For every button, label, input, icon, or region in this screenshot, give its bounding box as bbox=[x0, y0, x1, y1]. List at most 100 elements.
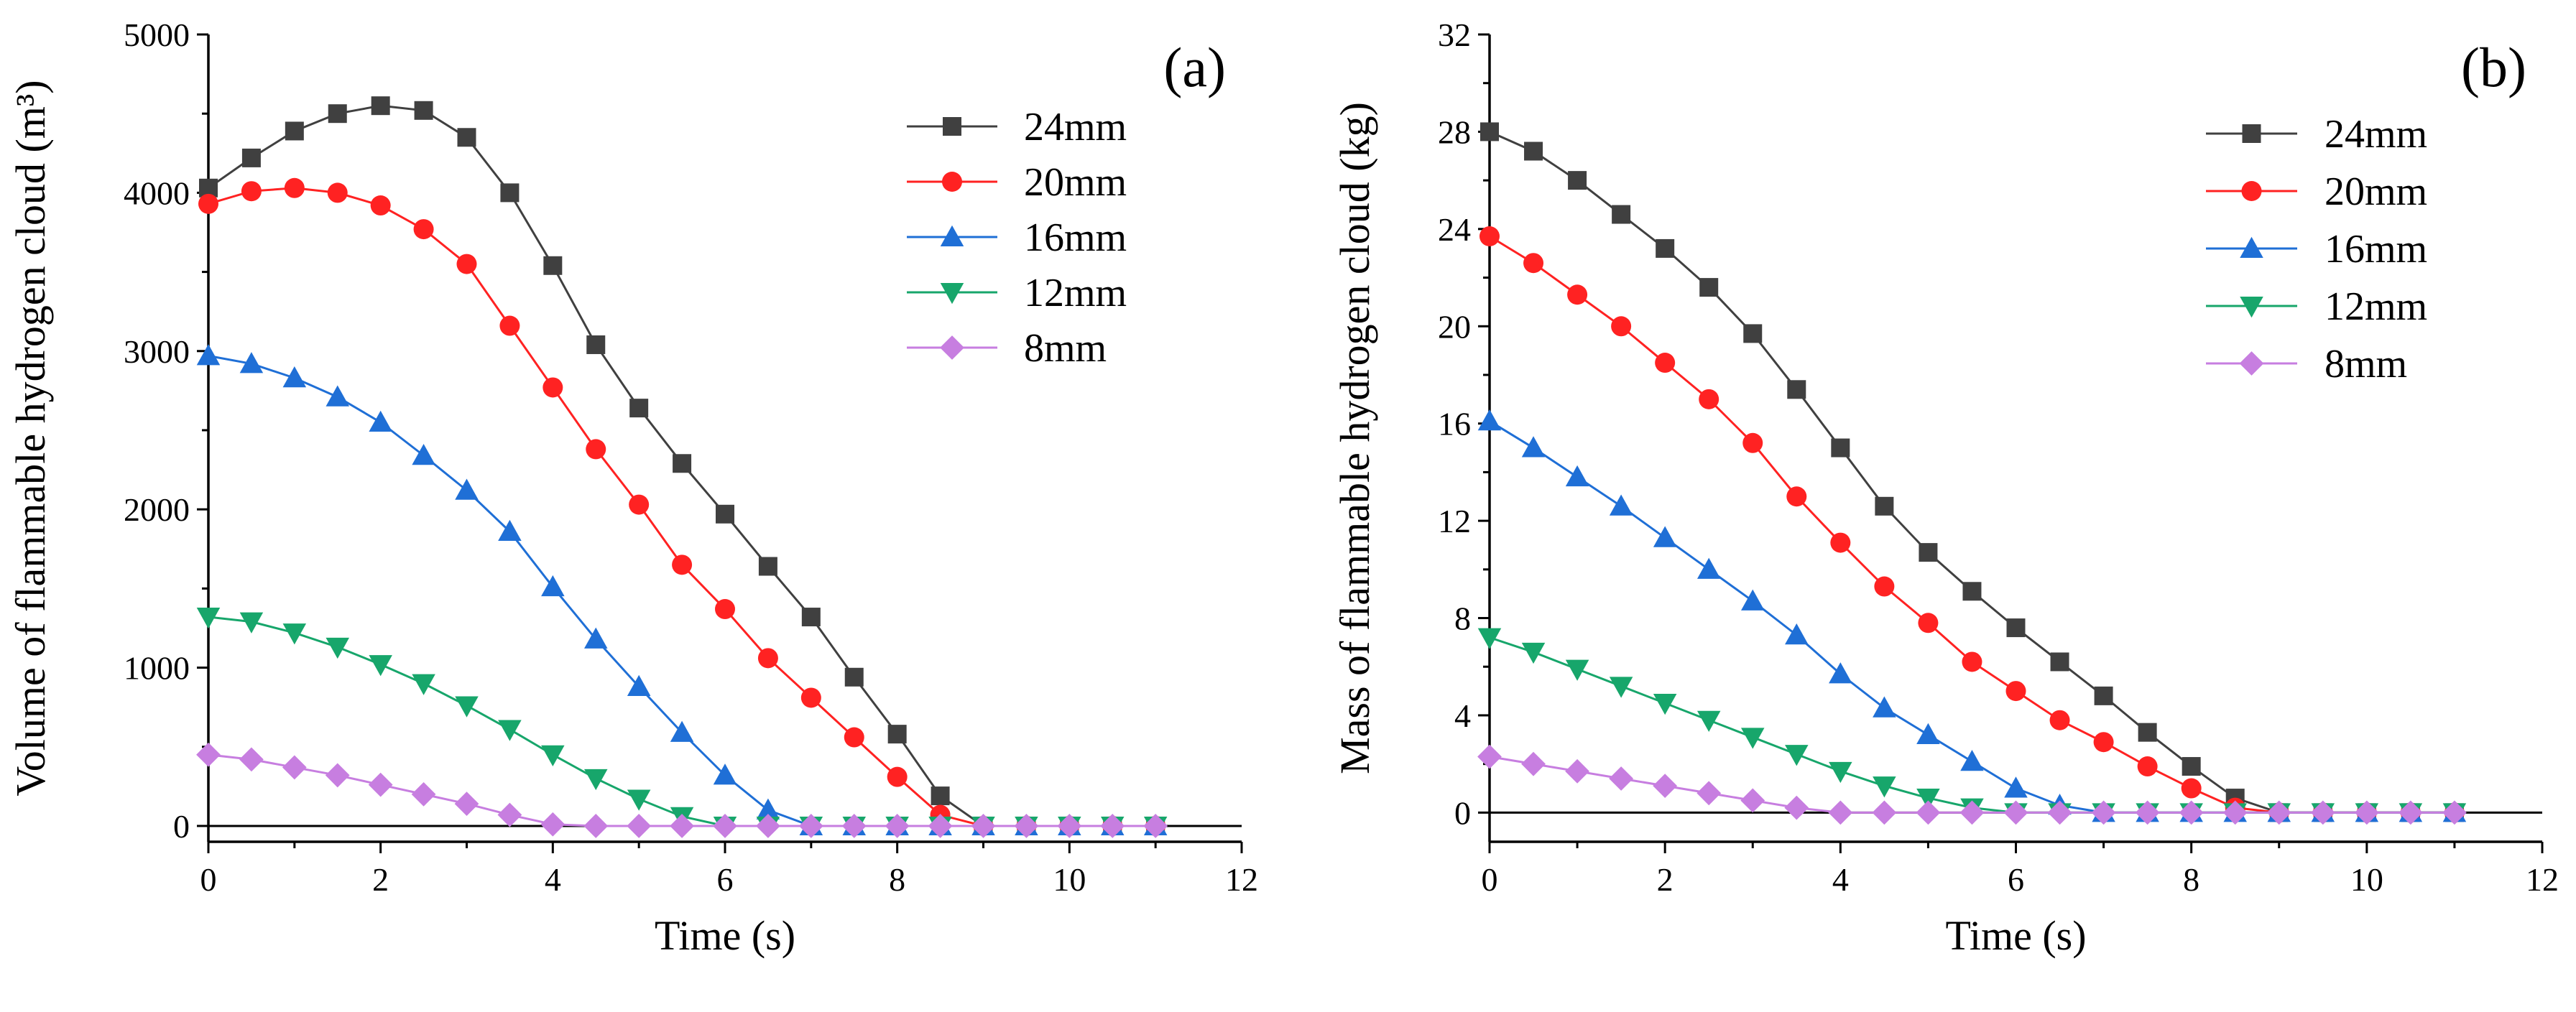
legend-label: 12mm bbox=[1024, 271, 1127, 315]
data-point bbox=[928, 814, 953, 838]
panel-label: (b) bbox=[2461, 36, 2526, 98]
data-point bbox=[326, 385, 349, 407]
y-tick-label: 4 bbox=[1454, 697, 1471, 734]
data-point bbox=[239, 612, 264, 633]
data-point bbox=[1477, 409, 1502, 431]
data-point bbox=[371, 96, 390, 116]
data-point bbox=[1875, 496, 1894, 516]
y-tick-label: 3000 bbox=[124, 333, 190, 370]
chart-panel-a: 0 2 4 6 8 10 12 0 1000 2000 3000 4000 5000 Time (s) Vo… bbox=[7, 17, 1258, 959]
data-point bbox=[454, 792, 479, 817]
data-point bbox=[1959, 800, 1985, 825]
data-point bbox=[1784, 795, 1809, 820]
data-point bbox=[2094, 686, 2113, 705]
data-point bbox=[198, 193, 218, 214]
data-point bbox=[758, 557, 777, 576]
data-point bbox=[2222, 800, 2248, 825]
data-point bbox=[241, 148, 261, 167]
data-point bbox=[2047, 800, 2072, 825]
y-tick-label: 5000 bbox=[124, 17, 190, 53]
legend-marker bbox=[943, 117, 961, 136]
x-tick-label: 4 bbox=[545, 861, 561, 898]
x-tick-label: 2 bbox=[372, 861, 389, 898]
data-point bbox=[1653, 526, 1677, 547]
data-point bbox=[2093, 732, 2114, 753]
data-point bbox=[284, 177, 305, 198]
series-16mm bbox=[1477, 409, 2467, 822]
data-point bbox=[1962, 651, 1982, 672]
data-point bbox=[2398, 800, 2423, 825]
data-point bbox=[196, 608, 221, 629]
data-point bbox=[1742, 432, 1763, 453]
data-point bbox=[672, 554, 693, 575]
data-point bbox=[1609, 677, 1633, 698]
data-point bbox=[497, 802, 522, 827]
data-point bbox=[1741, 728, 1765, 749]
legend-marker bbox=[2239, 351, 2264, 376]
y-tick-label: 2000 bbox=[124, 491, 190, 528]
data-point bbox=[1696, 557, 1721, 579]
data-point bbox=[2310, 800, 2335, 825]
data-point bbox=[1655, 353, 1676, 373]
legend-label: 8mm bbox=[2325, 342, 2407, 386]
data-point bbox=[887, 766, 908, 787]
y-tick-label: 24 bbox=[1438, 211, 1471, 248]
data-point bbox=[500, 183, 520, 203]
data-point bbox=[1829, 761, 1852, 784]
data-point bbox=[1916, 789, 1940, 810]
data-point bbox=[1696, 781, 1722, 806]
data-point bbox=[326, 637, 349, 659]
legend-label: 16mm bbox=[2325, 227, 2427, 271]
data-point bbox=[414, 101, 433, 120]
data-point bbox=[841, 814, 867, 838]
data-point bbox=[196, 742, 221, 767]
legend: 24mm 20mm 16mm 12mm 8mm bbox=[2206, 112, 2427, 386]
data-point bbox=[2137, 756, 2158, 777]
data-point bbox=[498, 519, 522, 542]
data-point bbox=[1699, 389, 1719, 409]
data-point bbox=[1524, 141, 1543, 161]
data-point bbox=[1477, 628, 1502, 649]
data-point bbox=[798, 814, 823, 838]
data-point bbox=[455, 696, 479, 718]
data-point bbox=[499, 315, 520, 336]
x-tick-label: 10 bbox=[1053, 861, 1086, 898]
x-tick-label: 0 bbox=[1482, 861, 1498, 898]
data-point bbox=[586, 439, 606, 460]
data-point bbox=[800, 687, 821, 708]
data-point bbox=[498, 720, 522, 741]
data-point bbox=[541, 745, 565, 767]
data-point bbox=[887, 725, 907, 744]
data-point bbox=[1565, 758, 1589, 784]
data-point bbox=[2091, 800, 2116, 825]
data-point bbox=[2182, 757, 2201, 776]
data-point bbox=[1829, 662, 1852, 684]
data-point bbox=[1962, 582, 1982, 601]
data-point bbox=[411, 781, 436, 807]
data-point bbox=[282, 755, 307, 780]
x-tick-label: 4 bbox=[1832, 861, 1849, 898]
data-point bbox=[1653, 694, 1677, 715]
data-point bbox=[971, 814, 996, 838]
x-tick-label: 8 bbox=[889, 861, 905, 898]
x-tick-label: 2 bbox=[1657, 861, 1674, 898]
data-point bbox=[1609, 494, 1633, 516]
data-point bbox=[455, 478, 479, 500]
data-point bbox=[2135, 800, 2160, 825]
data-point bbox=[1785, 623, 1809, 645]
data-point bbox=[543, 256, 563, 275]
data-point bbox=[1696, 710, 1721, 732]
data-point bbox=[239, 747, 264, 772]
y-tick-label: 32 bbox=[1438, 17, 1471, 53]
legend-label: 24mm bbox=[1024, 105, 1127, 149]
data-point bbox=[2266, 800, 2291, 825]
data-point bbox=[325, 763, 350, 788]
data-point bbox=[1523, 253, 1544, 274]
x-axis-title: Time (s) bbox=[655, 912, 795, 959]
data-point bbox=[1872, 800, 1897, 825]
data-point bbox=[2049, 710, 2070, 730]
data-point bbox=[2004, 776, 2028, 798]
data-point bbox=[1873, 696, 1896, 718]
